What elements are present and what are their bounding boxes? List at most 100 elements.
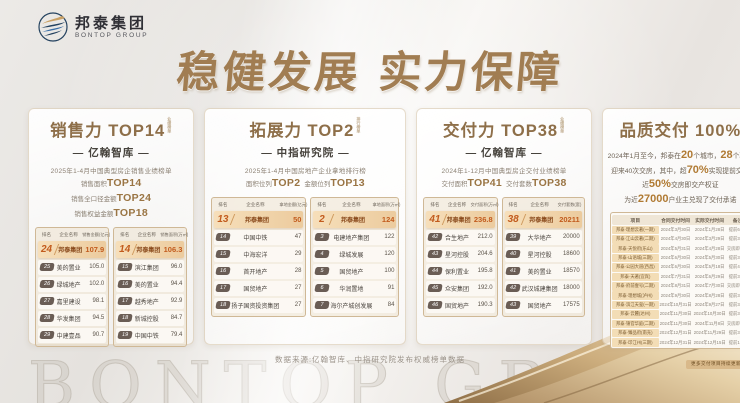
quality-projects-table: 项目 合同交付时间 实际交付时间 备注 邦泰·理想云著(一期) 2024年3月30日 202… (609, 212, 740, 350)
ranking-row: 39 大华地产 20000 (504, 229, 582, 245)
stat-pair: 销售全口径金额TOP24 (71, 192, 152, 204)
data-source-note: 数据来源:亿翰智库、中指研究院发布权威榜单数据 (274, 355, 466, 364)
ranking-row: 43 星河控股 204.6 (426, 246, 495, 262)
card-expansion-tables: 排名 企业名称 拿地金额(亿元) 13 邦泰集团 50 14 中国中铁 47 15 中海宏洋 29 16… (211, 197, 401, 317)
delivery-table-row: 邦泰·理想城(泸州)2024年9月30日2024年8月28日提前33天 (612, 291, 740, 300)
ranking-row-highlight: 13 邦泰集团 50 (214, 210, 304, 228)
ranking-row: 29 中建壹品 90.7 (38, 327, 107, 343)
quality-summary-line: 近50%交房即交产权证 (642, 178, 719, 190)
ranking-row: 46 国贸地产 190.3 (426, 297, 495, 313)
stat-pair: 销售权益金额TOP18 (74, 207, 148, 219)
ranking-row: 18 新城控股 84.7 (116, 310, 185, 326)
ranking-row: 18 扬子国资投资集团 27 (214, 297, 304, 313)
ranking-table-header: 排名 企业名称 销售金额(亿元) (41, 231, 111, 237)
ranking-row-highlight: 41 邦泰集团 236.8 (426, 210, 495, 228)
ranking-row: 19 中国中铁 79.4 (116, 327, 185, 343)
ranking-row: 4 绿城发展 120 (313, 246, 397, 262)
delivery-table-row: 邦泰·山语城(三期)2024年6月30日2024年5月30日提前31天 (612, 253, 740, 263)
ranking-row: 40 星河控股 18600 (504, 246, 582, 262)
delivery-table-row: 邦泰·云麓(达州)2024年11月30日2024年10月30日提前31天 (612, 310, 740, 319)
card-delivery-stats: 交付面积TOP41 交付套数TOP38 (422, 176, 585, 191)
card-sales-title-note: 业绩榜单 (167, 117, 173, 133)
ranking-row: 7 海尔产城创发展 84 (313, 297, 397, 313)
ranking-row: 27 嘉里建设 98.1 (38, 293, 107, 309)
ranking-row: 15 滨江集团 96.0 (116, 259, 185, 275)
card-sales-title: 销售力 TOP14 业绩榜单 (50, 117, 173, 140)
ranking-row-highlight: 38 邦泰集团 20211 (504, 210, 582, 228)
ranking-table-header: 排名 企业名称 交付套数(套) (508, 201, 582, 207)
stat-pair: 面积位列TOP2 (245, 177, 301, 189)
ranking-row: 16 首开地产 28 (214, 263, 304, 279)
card-delivery-title: 交付力 TOP38 业绩榜单 (443, 117, 566, 140)
stat-pair: 交付面积TOP41 (441, 177, 503, 189)
card-delivery-power: 交付力 TOP38 业绩榜单 — 亿翰智库 — 2024年1-12月中国典型房企交… (416, 108, 592, 345)
delivery-table-row: 邦泰·江山云著(二期)2024年4月30日2024年3月29日提前32天 (612, 234, 740, 244)
delivery-table-row: 邦泰·府前壹号(二期)2024年8月31日2024年7月30日交房即交证 (612, 281, 740, 291)
card-sales-desc: 2025年1-4月中国典型房企销售业绩榜单 (50, 168, 172, 175)
land-amount-table: 排名 企业名称 拿地金额(亿元) 13 邦泰集团 50 14 中国中铁 47 15 中海宏洋 29 16… (211, 197, 308, 317)
stat-pair: 交付套数TOP38 (506, 177, 567, 189)
brand-logo: 邦泰集团 BONTOP GROUP (38, 12, 148, 42)
card-sales-org: — 亿翰智库 — (72, 147, 150, 159)
ranking-table-header: 排名 企业名称 拿地面积(万㎡) (317, 201, 401, 207)
delivery-table-row: 邦泰·滨江天玺(一期)2024年10月31日2024年9月27日提前34天 (612, 300, 740, 310)
brand-name-en: BONTOP GROUP (75, 32, 149, 39)
quality-table-note: 更多交付项目持续更新中 (610, 352, 740, 370)
quality-summary-line: 迎来40次交房，其中，超70%实现提前交付 (611, 163, 740, 176)
delivery-table-header: 项目 合同交付时间 实际交付时间 备注 (612, 215, 740, 225)
card-quality-title: 品质交付 100% (619, 122, 740, 140)
card-delivery-desc: 2024年1-12月中国典型房企交付业绩榜单 (441, 168, 567, 175)
ranking-row: 41 美的置业 18570 (504, 263, 582, 279)
ranking-row: 45 众安集团 192.0 (426, 280, 495, 296)
delivery-table-row: 邦泰·公园大道(西昌)2024年6月30日2024年5月18日提前43天 (612, 263, 740, 272)
delivery-table-row: 邦泰·理想云著(一期)2024年3月30日2024年1月28日提前62天 (612, 225, 740, 235)
card-expansion-org: — 中指研究院 — (261, 147, 350, 159)
card-sales-tables: 排名 企业名称 销售金额(亿元) 24 邦泰集团 107.9 25 美的置业 105.0 26 绿城… (35, 227, 189, 347)
ranking-row: 28 华发集团 94.5 (38, 310, 107, 326)
sales-area-table: 排名 企业名称 销售面积(万㎡) 14 邦泰集团 106.3 15 滨江集团 96.0 16 美的置… (113, 227, 189, 347)
card-delivery-title-note: 业绩榜单 (560, 117, 566, 133)
brand-logo-icon (38, 12, 68, 42)
ranking-row: 6 华润置地 91 (313, 280, 397, 296)
ranking-row-highlight: 2 邦泰集团 124 (313, 210, 397, 228)
ranking-row: 16 美的置业 94.4 (116, 276, 185, 292)
land-area-table: 排名 企业名称 拿地面积(万㎡) 2 邦泰集团 124 3 电建地产集团 122 4 绿城发展 120… (310, 197, 401, 317)
quality-summary-line: 为近27000户业主兑现了交付承诺 (624, 192, 737, 205)
delivery-units-table: 排名 企业名称 交付套数(套) 38 邦泰集团 20211 39 大华地产 20000 40 星河控… (501, 197, 585, 317)
poster-headline: 稳健发展 实力保障 (174, 48, 565, 98)
ranking-row-highlight: 14 邦泰集团 106.3 (116, 240, 185, 258)
delivery-table-row: 邦泰·臻品府(南充)2024年12月31日2024年11月29日提前32天 (612, 328, 740, 338)
ranking-row: 43 国贸地产 17575 (504, 297, 582, 313)
ranking-row: 15 中海宏洋 29 (214, 246, 304, 262)
stat-pair: 销售面积TOP14 (80, 177, 142, 189)
brand-logo-text: 邦泰集团 BONTOP GROUP (75, 15, 148, 39)
ranking-table-header: 排名 企业名称 销售面积(万㎡) (120, 231, 189, 237)
delivery-table-row: 邦泰·天悦府(乐山)2024年5月31日2024年4月28日交房即交证 (612, 244, 740, 253)
ranking-table-header: 排名 企业名称 拿地金额(亿元) (218, 201, 308, 207)
ranking-row: 5 国贸地产 100 (313, 263, 397, 279)
ranking-row: 3 电建地产集团 122 (313, 229, 397, 245)
delivery-table-row: 邦泰·天著(宜宾)2024年7月31日2024年6月29日提前32天 (612, 272, 740, 282)
brand-name-cn: 邦泰集团 (75, 15, 148, 32)
ranking-row: 26 绿城地产 102.0 (38, 276, 107, 292)
card-delivery-org: — 亿翰智库 — (465, 147, 543, 159)
delivery-table-row: 邦泰·印江州(三期)2024年12月31日2024年12月15日提前16天 (612, 338, 740, 347)
ranking-row: 44 保利置业 195.8 (426, 263, 495, 279)
ranking-row: 14 中国中铁 47 (214, 229, 304, 245)
card-expansion-stats: 面积位列TOP2 金额位列TOP13 (210, 176, 400, 191)
card-expansion-desc: 2025年1-4月中国房地产企业拿地排行榜 (244, 168, 366, 175)
delivery-area-table: 排名 企业名称 交付面积(万㎡) 41 邦泰集团 236.8 42 合生地产 212.0 43 星河… (423, 197, 499, 317)
card-sales-stats: 销售面积TOP14 销售全口径金额TOP24 销售权益金额TOP18 (34, 176, 188, 221)
card-quality-delivery: 品质交付 100% 2024年1月至今，邦泰在20个城市，28个项目迎来40次交… (601, 108, 740, 369)
ranking-row: 42 武汉城建集团 18000 (504, 280, 582, 296)
ranking-row: 17 国贸地产 27 (214, 280, 304, 296)
delivery-table-row: 邦泰·锦官华庭(二期)2024年11月30日2024年11月8日交房即交证 (612, 319, 740, 329)
ranking-table-header: 排名 企业名称 交付面积(万㎡) (430, 201, 499, 207)
card-delivery-tables: 排名 企业名称 交付面积(万㎡) 41 邦泰集团 236.8 42 合生地产 212.0 43 星河… (423, 197, 585, 317)
sales-amount-table: 排名 企业名称 销售金额(亿元) 24 邦泰集团 107.9 25 美的置业 105.0 26 绿城… (35, 227, 111, 347)
card-expansion-power: 拓展力 TOP2 排行榜单 — 中指研究院 — 2025年1-4月中国房地产企业拿… (204, 108, 407, 345)
card-expansion-title: 拓展力 TOP2 排行榜单 (249, 117, 362, 140)
ranking-cards-row: 销售力 TOP14 业绩榜单 — 亿翰智库 — 2025年1-4月中国典型房企销售… (28, 108, 740, 369)
card-expansion-title-note: 排行榜单 (356, 117, 362, 133)
